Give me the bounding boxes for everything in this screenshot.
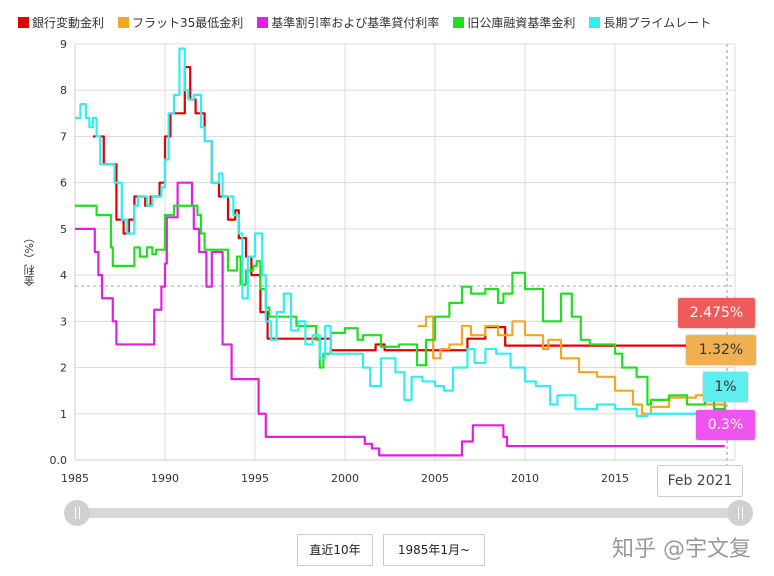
last-10-years-button[interactable]: 直近10年 (297, 534, 373, 566)
series-line-1 (417, 315, 726, 415)
legend-label: 基準割引率および基準貸付利率 (271, 16, 440, 30)
legend-label: フラット35最低金利 (132, 16, 244, 30)
y-tick-label: 8 (60, 84, 67, 97)
legend-item[interactable]: 銀行変動金利 (18, 14, 104, 31)
from-1985-button[interactable]: 1985年1月~ (383, 534, 485, 566)
legend-swatch (257, 17, 269, 28)
watermark: 知乎 @宇文复 (612, 537, 751, 562)
series-line-2 (75, 181, 725, 457)
legend: 銀行変動金利 フラット35最低金利 基準割引率および基準貸付利率 旧公庫融資基準金利 長… (18, 14, 711, 31)
legend-item[interactable]: 基準割引率および基準貸付利率 (257, 14, 439, 31)
legend-swatch (589, 17, 601, 28)
y-tick-label: 7 (60, 130, 67, 143)
last-value-label: 0.3% (696, 410, 755, 440)
legend-item[interactable]: 旧公庫融資基準金利 (453, 14, 575, 31)
last-value-label: 1.32% (686, 335, 756, 365)
y-tick-label: 6 (60, 177, 67, 190)
range-slider-track[interactable] (77, 508, 740, 518)
last-value-label: 1% (703, 372, 748, 402)
series-line-4 (75, 47, 725, 418)
x-tick-label: 1985 (61, 472, 89, 485)
legend-swatch (18, 17, 29, 28)
legend-item[interactable]: 長期プライムレート (589, 14, 711, 31)
series-line-3 (75, 204, 726, 411)
x-tick-label: 2010 (511, 472, 539, 485)
y-tick-label: 5 (60, 223, 67, 236)
x-tick-label: 2015 (601, 472, 629, 485)
legend-label: 長期プライムレート (603, 16, 712, 30)
y-tick-label: 3 (60, 315, 67, 328)
series-line-0 (93, 66, 725, 352)
plot-area[interactable]: 0.0 1 2 3 4 5 6 7 8 9 1985 1990 1995 2000 2005 2010 2015 (0, 0, 774, 500)
x-tick-label: 2005 (421, 472, 449, 485)
legend-swatch (118, 17, 130, 28)
legend-label: 銀行変動金利 (32, 16, 105, 30)
x-tick-label: 1990 (151, 472, 179, 485)
hover-date-label: Feb 2021 (657, 465, 743, 497)
x-tick-label: 2000 (331, 472, 359, 485)
y-tick-label: 4 (60, 269, 67, 282)
legend-label: 旧公庫融資基準金利 (467, 16, 576, 30)
last-value-label: 2.475% (678, 298, 755, 328)
x-tick-label: 1995 (241, 472, 269, 485)
range-slider-left-handle[interactable] (64, 500, 90, 526)
legend-swatch (453, 17, 465, 28)
legend-item[interactable]: フラット35最低金利 (118, 14, 243, 31)
y-tick-label: 2 (60, 362, 67, 375)
range-slider-right-handle[interactable] (727, 500, 753, 526)
y-tick-label: 1 (60, 408, 67, 421)
y-tick-label: 0.0 (50, 454, 68, 467)
y-tick-label: 9 (60, 38, 67, 51)
